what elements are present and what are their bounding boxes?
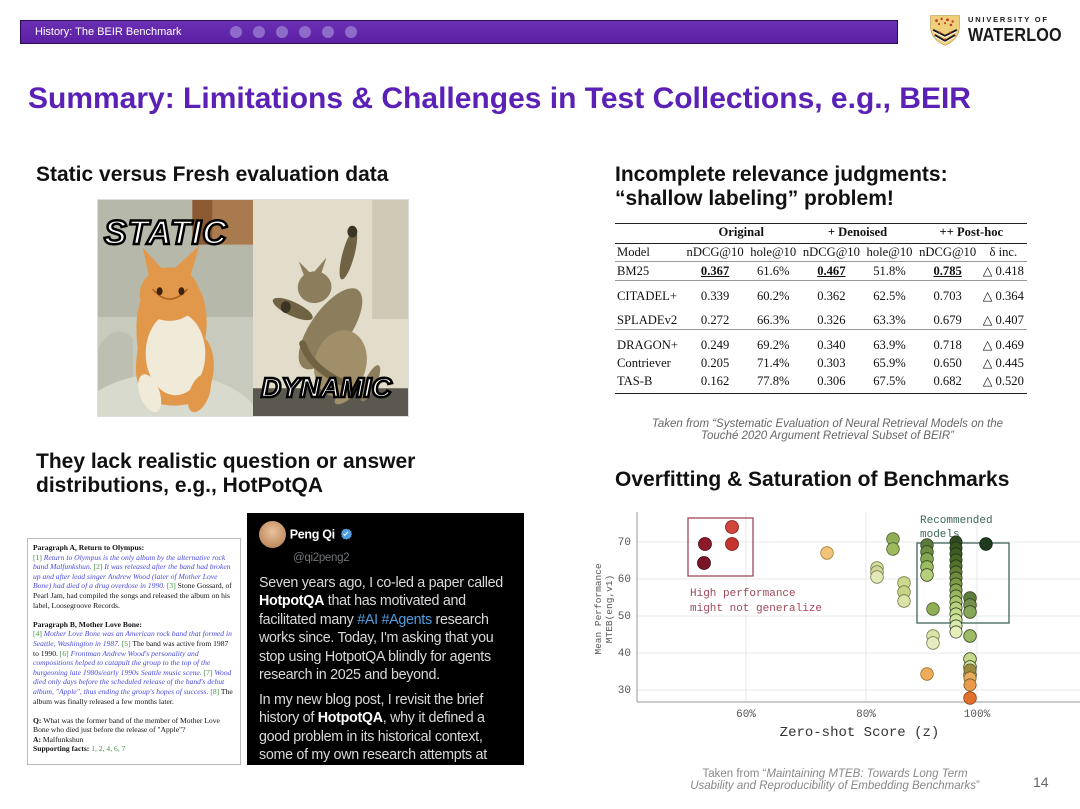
svg-text:100%: 100% <box>964 709 991 721</box>
svg-text:MTEB(eng,v1): MTEB(eng,v1) <box>604 575 615 643</box>
svg-text:80%: 80% <box>856 709 876 721</box>
svg-text:Mean Performance: Mean Performance <box>593 563 604 655</box>
svg-text:40: 40 <box>618 648 631 660</box>
svg-text:60%: 60% <box>736 709 756 721</box>
svg-text:Recommended: Recommended <box>920 515 993 527</box>
svg-text:High performance: High performance <box>690 588 796 600</box>
svg-text:might not generalize: might not generalize <box>690 603 822 615</box>
svg-text:30: 30 <box>618 685 631 697</box>
svg-text:70: 70 <box>618 537 631 549</box>
svg-text:50: 50 <box>618 611 631 623</box>
svg-text:60: 60 <box>618 574 631 586</box>
